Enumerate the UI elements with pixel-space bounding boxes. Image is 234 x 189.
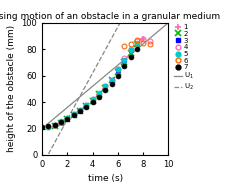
- Title: Rising motion of an obstacle in a granular medium: Rising motion of an obstacle in a granul…: [0, 12, 220, 21]
- X-axis label: time (s): time (s): [88, 174, 123, 183]
- Legend: 1, 2, 3, 4, 5, 6, 7, U$_1$, U$_2$: 1, 2, 3, 4, 5, 6, 7, U$_1$, U$_2$: [173, 23, 194, 93]
- Y-axis label: height of the obstacle (mm): height of the obstacle (mm): [7, 25, 16, 152]
